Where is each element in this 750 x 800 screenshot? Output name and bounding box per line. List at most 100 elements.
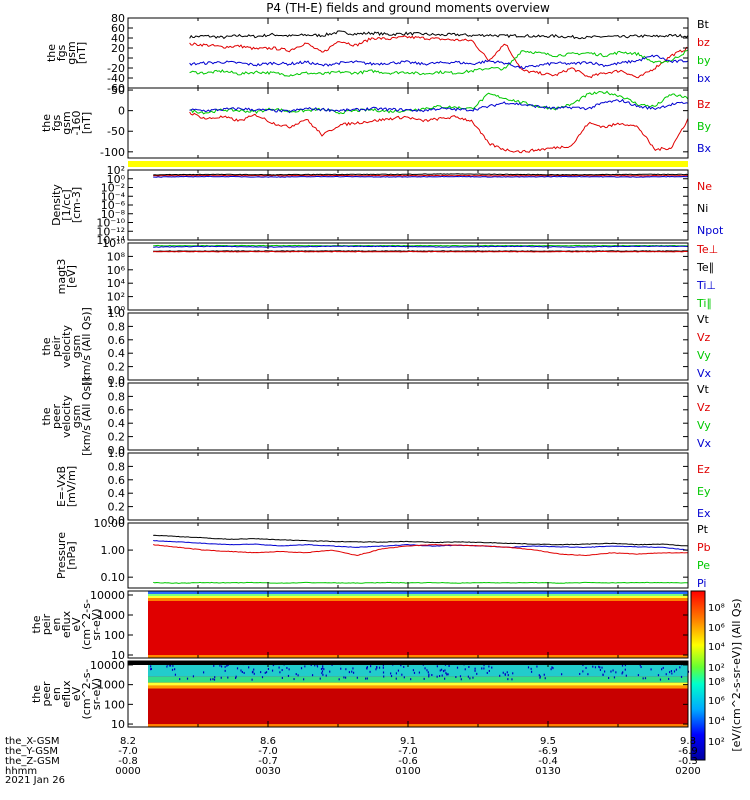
heatmap-pixel bbox=[295, 673, 297, 676]
heatmap-pixel bbox=[278, 666, 280, 669]
panel-peer-en: 10000 1000 100 10 thepeerenefluxeV(cm^2-s-sr… bbox=[30, 659, 690, 731]
heatmap-pixel bbox=[551, 666, 553, 669]
footer-label: the_Z-GSM bbox=[5, 756, 60, 767]
y-axis-title: gsm bbox=[70, 405, 83, 428]
footer-value: 8.6 bbox=[260, 736, 276, 747]
heatmap-pixel bbox=[352, 667, 354, 670]
heatmap-band bbox=[148, 598, 688, 601]
heatmap-pixel bbox=[213, 664, 215, 667]
heatmap-pixel bbox=[297, 674, 299, 677]
heatmap-band bbox=[148, 682, 688, 686]
heatmap-pixel bbox=[445, 672, 447, 675]
heatmap-pixel bbox=[474, 669, 476, 672]
heatmap-pixel bbox=[507, 678, 509, 681]
heatmap-pixel bbox=[314, 664, 316, 667]
y-tick-label: -20 bbox=[107, 62, 125, 75]
legend-Pi: Pi bbox=[697, 577, 706, 590]
heatmap-pixel bbox=[243, 671, 245, 674]
heatmap-pixel bbox=[382, 671, 385, 674]
heatmap-pixel bbox=[594, 666, 597, 669]
panel-frame bbox=[127, 87, 689, 159]
heatmap-pixel bbox=[322, 665, 324, 668]
colorbar-tick: 10² bbox=[708, 663, 725, 674]
heatmap-pixel bbox=[288, 668, 290, 671]
y-tick-label: 10000 bbox=[90, 589, 125, 602]
heatmap-pixel bbox=[624, 664, 627, 667]
y-axis-title: [eV] bbox=[65, 265, 78, 288]
y-tick-label: 0.4 bbox=[108, 347, 126, 360]
y-axis-title: peer bbox=[40, 681, 53, 707]
legend-Te∥: Te∥ bbox=[696, 261, 714, 274]
series-Bz bbox=[189, 111, 689, 154]
heatmap-pixel bbox=[637, 674, 640, 677]
heatmap-pixel bbox=[260, 671, 262, 674]
heatmap-pixel bbox=[251, 678, 253, 681]
heatmap-pixel bbox=[639, 664, 641, 667]
legend-By: By bbox=[697, 120, 712, 133]
heatmap-pixel bbox=[403, 676, 405, 679]
heatmap-pixel bbox=[438, 675, 441, 678]
heatmap-pixel bbox=[481, 667, 483, 670]
panel-peir-vel: 1.00.80.60.40.20.0thepeirvelocitygsm[km/… bbox=[40, 307, 712, 387]
heatmap-pixel bbox=[488, 665, 490, 668]
footer-value: -6.9 bbox=[538, 746, 558, 757]
legend-Ey: Ey bbox=[697, 485, 711, 498]
heatmap-pixel bbox=[486, 671, 488, 674]
y-tick-label: 1.0 bbox=[108, 307, 126, 320]
heatmap-pixel bbox=[538, 674, 540, 677]
y-tick-label: 10⁰ bbox=[107, 304, 126, 317]
heatmap-pixel bbox=[598, 665, 600, 668]
colorbar-tick: 10⁸ bbox=[708, 677, 725, 688]
heatmap-pixel bbox=[427, 671, 429, 674]
heatmap-pixel bbox=[310, 664, 312, 667]
y-tick-label: 10 bbox=[111, 718, 125, 731]
heatmap-pixel bbox=[150, 665, 152, 668]
heatmap-pixel bbox=[506, 671, 508, 674]
panel-pressure: 10.00 1.00 0.10 Pressure[nPa] Pt Pb Pe Pi bbox=[55, 517, 711, 590]
heatmap-pixel bbox=[428, 675, 430, 678]
heatmap-pixel bbox=[440, 668, 443, 671]
heatmap-pixel bbox=[311, 674, 314, 677]
heatmap-pixel bbox=[224, 669, 226, 672]
y-tick-label: 40 bbox=[111, 32, 125, 45]
heatmap-pixel bbox=[512, 672, 514, 675]
heatmap-pixel bbox=[436, 675, 438, 678]
y-tick-label: -60 bbox=[107, 82, 125, 95]
panel-peir-en: 10000 1000 100 10 thepeirenefluxeV(cm^2-s-sr… bbox=[30, 589, 689, 662]
y-tick-label: 0.6 bbox=[108, 334, 126, 347]
heatmap-pixel bbox=[464, 668, 466, 671]
heatmap-pixel bbox=[171, 668, 174, 671]
heatmap-pixel bbox=[272, 664, 275, 667]
heatmap-pixel bbox=[680, 675, 683, 678]
heatmap-pixel bbox=[599, 666, 601, 669]
heatmap-pixel bbox=[169, 664, 172, 667]
heatmap-pixel bbox=[499, 674, 501, 677]
heatmap-pixel bbox=[293, 678, 295, 681]
heatmap-pixel bbox=[252, 670, 254, 673]
legend-bx: bx bbox=[697, 72, 711, 85]
heatmap-pixel bbox=[397, 669, 400, 672]
heatmap-pixel bbox=[621, 672, 623, 675]
heatmap-pixel bbox=[539, 676, 541, 679]
y-axis-title: fgs bbox=[55, 44, 68, 61]
heatmap-pixel bbox=[642, 677, 644, 680]
legend-Ni: Ni bbox=[697, 202, 708, 215]
series-Ti⊥ bbox=[153, 245, 689, 248]
heatmap-pixel bbox=[582, 664, 584, 667]
y-tick-label: 100 bbox=[104, 629, 125, 642]
heatmap-pixel bbox=[673, 670, 676, 673]
heatmap-pixel bbox=[240, 669, 242, 672]
heatmap-pixel bbox=[615, 671, 617, 674]
heatmap-pixel bbox=[366, 677, 368, 680]
heatmap-pixel bbox=[446, 673, 448, 676]
heatmap-pixel bbox=[174, 673, 177, 676]
y-axis-title: the bbox=[40, 407, 53, 425]
y-tick-label: 0.2 bbox=[108, 501, 126, 514]
heatmap-pixel bbox=[410, 678, 412, 681]
heatmap-pixel bbox=[644, 677, 647, 680]
heatmap-pixel bbox=[622, 671, 624, 674]
y-tick-label: 10² bbox=[107, 291, 125, 304]
heatmap-pixel bbox=[304, 665, 306, 668]
heatmap-pixel bbox=[536, 665, 538, 668]
heatmap-pixel bbox=[444, 677, 446, 680]
